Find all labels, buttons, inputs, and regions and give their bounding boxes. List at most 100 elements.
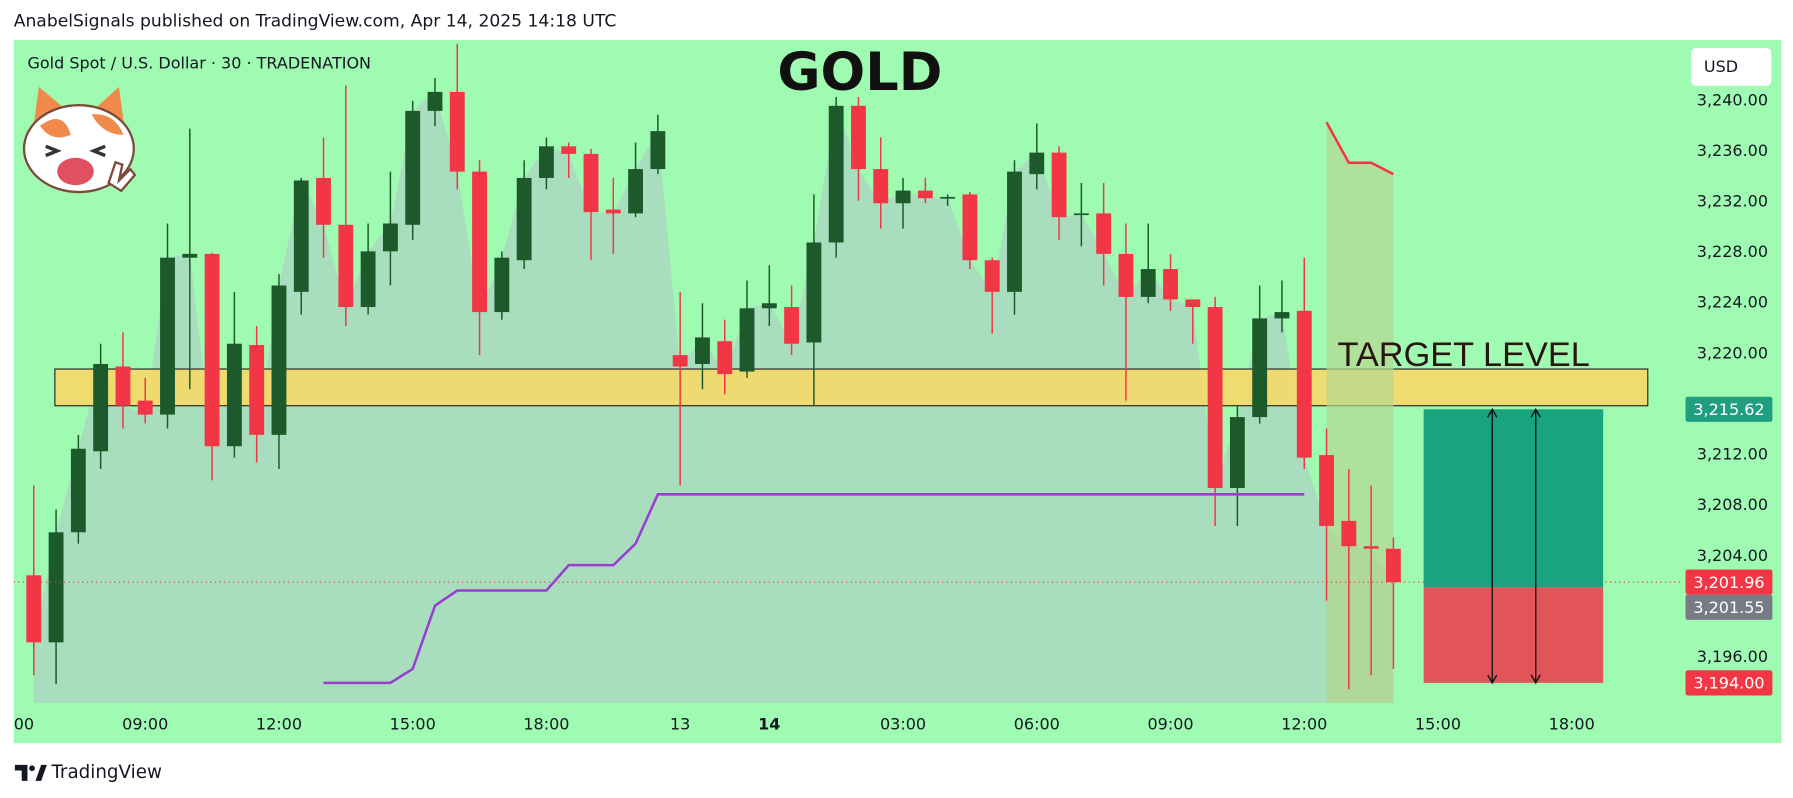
candle-body: [449, 91, 465, 172]
logo-part: [29, 765, 35, 772]
candle-body: [137, 400, 153, 415]
candle-body: [917, 190, 933, 199]
profit-box: [1423, 409, 1604, 588]
candle-body: [382, 223, 398, 252]
candle-body: [271, 285, 287, 435]
candle-body: [605, 209, 621, 214]
loss-box: [1423, 587, 1604, 683]
candle-body: [739, 308, 755, 372]
price-marker-label: 3,201.96: [1693, 573, 1764, 592]
price-marker-label: 3,215.62: [1693, 400, 1764, 419]
projection-area: [1326, 122, 1394, 704]
candle-body: [940, 196, 956, 199]
candle-body: [583, 153, 599, 213]
indicator-line: [1325, 121, 1394, 176]
y-tick-label: 3,220.00: [1697, 343, 1768, 362]
candle-body: [962, 194, 978, 261]
footer: TradingView: [50, 762, 162, 783]
x-tick-label: 18:00: [523, 714, 569, 733]
candle-body: [1385, 548, 1401, 583]
eye: [89, 144, 106, 158]
candle-body: [182, 253, 198, 258]
x-tick-label: 06:00: [1014, 714, 1060, 733]
candle-body: [115, 366, 131, 406]
patch: [91, 114, 124, 135]
candle-body: [873, 169, 889, 204]
candle-body: [93, 363, 109, 452]
arrow-head: [1530, 407, 1541, 685]
candle-body: [472, 171, 487, 313]
candle-body: [695, 337, 710, 364]
hand: [107, 160, 137, 193]
candle-body: [538, 146, 554, 178]
candle-body: [895, 190, 911, 204]
candle-body: [1185, 299, 1201, 308]
candle-body: [1363, 546, 1379, 549]
symbol: Gold Spot / U.S. Dollar · 30 · TRADENATI…: [27, 54, 371, 73]
candle-body: [717, 341, 733, 375]
x-tick-label: 09:00: [1147, 714, 1193, 733]
candle-body: [1051, 152, 1067, 218]
candle-body: [628, 169, 644, 214]
x-tick-label: 12:00: [1281, 714, 1327, 733]
candle-body: [70, 448, 86, 533]
price-marker: [1685, 670, 1773, 696]
candle-body: [1007, 171, 1022, 292]
price-marker: [1685, 594, 1773, 620]
candle-body: [338, 224, 354, 308]
header: AnabelSignals published on TradingView.c…: [14, 12, 617, 32]
y-tick-label: 3,232.00: [1697, 191, 1768, 210]
y-tick-label: 3,212.00: [1697, 445, 1768, 464]
currency: USD: [1704, 57, 1738, 76]
candle-body: [226, 343, 242, 447]
candle-body: [828, 105, 844, 243]
candle-body: [160, 257, 175, 415]
indicator-line: [323, 493, 1305, 685]
logo-part: [35, 764, 47, 781]
candle-body: [1341, 520, 1357, 547]
candle-body: [316, 177, 331, 225]
candle-body: [984, 260, 1000, 292]
candle-body: [360, 251, 376, 308]
candle-body: [650, 131, 666, 170]
plot: TARGET LEVEL: [13, 43, 1681, 704]
candle-body: [1029, 152, 1045, 175]
arrow-head: [1487, 407, 1498, 685]
price-marker-label: 3,201.55: [1693, 598, 1764, 617]
brand-logo: [14, 764, 47, 781]
price-marker: [1685, 396, 1773, 422]
candle-body: [1163, 269, 1178, 300]
x-tick-label: 15:00: [1415, 714, 1461, 733]
candle-body: [1252, 318, 1268, 418]
candle-body: [1207, 307, 1223, 488]
candle-body: [293, 180, 309, 292]
y-tick-label: 3,228.00: [1697, 242, 1768, 261]
candle-body: [204, 253, 220, 447]
plot-area: [13, 43, 1681, 704]
x-tick-label: 09:00: [122, 714, 168, 733]
candle-body: [48, 532, 64, 643]
candle-body: [1296, 310, 1312, 458]
candle-body: [784, 307, 800, 344]
x-tick-label: 14: [758, 714, 780, 733]
eye: [45, 144, 62, 158]
zone-label: TARGET LEVEL: [1338, 336, 1590, 374]
price-marker: [1685, 569, 1773, 595]
x-tick-label: 12:00: [256, 714, 302, 733]
x-tick-label: 15:00: [390, 714, 436, 733]
y-tick-label: 3,196.00: [1697, 647, 1768, 666]
candle-body: [1096, 213, 1112, 254]
target-zone: [54, 368, 1649, 407]
candle-body: [672, 355, 688, 367]
candle-body: [405, 110, 421, 225]
candle-body: [1073, 213, 1089, 216]
y-tick-label: 3,208.00: [1697, 495, 1768, 514]
candle-body: [1319, 455, 1334, 526]
candle-body: [761, 303, 777, 309]
candle-body: [1229, 417, 1245, 488]
patch: [40, 118, 71, 138]
candle-body: [806, 242, 822, 343]
y-tick-label: 3,224.00: [1697, 293, 1768, 312]
